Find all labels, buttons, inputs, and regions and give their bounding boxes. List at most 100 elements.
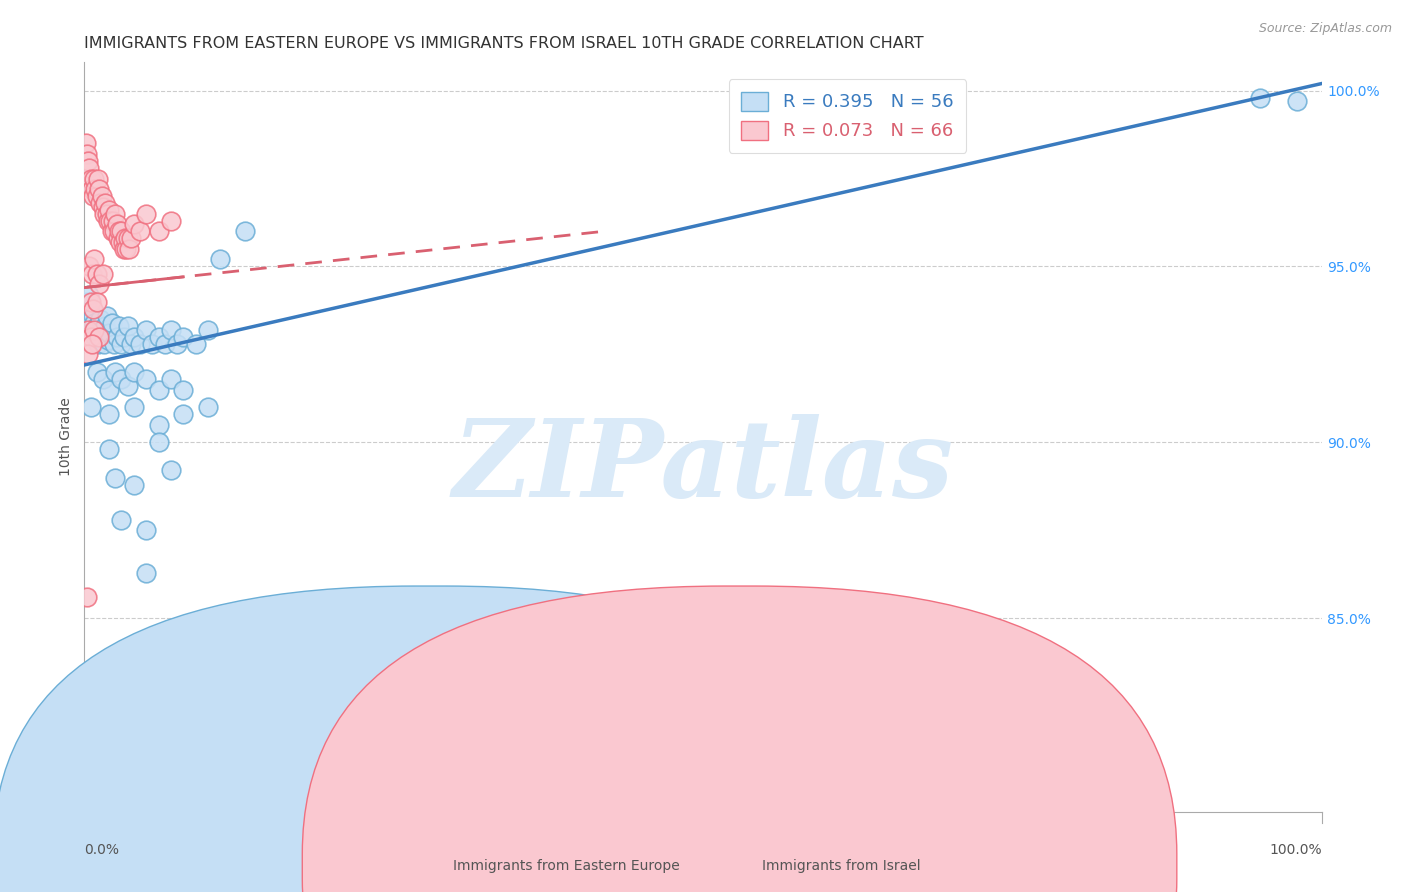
Point [166, 336, 188, 351]
Point [117, 379, 139, 393]
Point [80, 267, 103, 281]
Point [86, 294, 108, 309]
Point [98, 326, 121, 341]
Y-axis label: 10th Grade: 10th Grade [59, 398, 73, 476]
Point [87, 336, 110, 351]
Point [87, 171, 110, 186]
Text: 0.0%: 0.0% [84, 843, 120, 857]
Point [76, 590, 98, 604]
Point [82, 309, 104, 323]
Point [135, 566, 157, 580]
Point [90, 189, 112, 203]
Point [104, 207, 127, 221]
Point [79, 171, 101, 186]
Point [84, 182, 107, 196]
Point [110, 513, 132, 527]
Point [112, 242, 135, 256]
Text: IMMIGRANTS FROM EASTERN EUROPE VS IMMIGRANTS FROM ISRAEL 10TH GRADE CORRELATION : IMMIGRANTS FROM EASTERN EUROPE VS IMMIGR… [84, 36, 924, 51]
Point [1285, 94, 1308, 108]
Text: Source: ZipAtlas.com: Source: ZipAtlas.com [1258, 22, 1392, 36]
Point [77, 347, 100, 361]
Point [89, 326, 111, 341]
Point [160, 323, 183, 337]
Point [93, 336, 115, 351]
Point [103, 336, 125, 351]
Point [172, 407, 194, 421]
Point [129, 336, 152, 351]
Point [83, 316, 105, 330]
Point [233, 224, 256, 238]
Point [184, 336, 207, 351]
Point [209, 252, 232, 267]
Point [117, 319, 139, 334]
Point [98, 653, 121, 667]
Point [98, 383, 121, 397]
Point [84, 330, 107, 344]
Point [107, 231, 129, 245]
Point [89, 182, 111, 196]
Point [86, 319, 108, 334]
Point [110, 752, 132, 766]
Point [101, 213, 124, 227]
Point [118, 242, 141, 256]
Point [110, 235, 132, 249]
Point [79, 330, 101, 344]
Point [141, 336, 163, 351]
Point [75, 745, 97, 759]
Point [79, 294, 101, 309]
Point [122, 477, 145, 491]
Point [172, 383, 194, 397]
Point [93, 207, 115, 221]
Text: Immigrants from Eastern Europe: Immigrants from Eastern Europe [453, 859, 679, 873]
Point [114, 231, 136, 245]
Point [96, 207, 118, 221]
Point [89, 330, 111, 344]
Point [104, 470, 127, 484]
Point [135, 323, 157, 337]
Point [77, 301, 100, 316]
Point [135, 207, 157, 221]
Text: 100.0%: 100.0% [1270, 843, 1322, 857]
Point [89, 312, 111, 326]
Point [122, 400, 145, 414]
Point [100, 316, 122, 330]
Point [108, 224, 131, 238]
Point [80, 336, 103, 351]
Point [94, 196, 117, 211]
Point [79, 161, 101, 175]
Point [80, 323, 103, 337]
Point [148, 383, 170, 397]
Point [89, 277, 111, 291]
Point [83, 171, 105, 186]
Point [110, 372, 132, 386]
Point [105, 330, 128, 344]
Point [112, 330, 135, 344]
Point [91, 267, 114, 281]
Point [100, 224, 122, 238]
Point [79, 312, 101, 326]
Point [160, 213, 183, 227]
Point [110, 336, 132, 351]
Point [77, 323, 100, 337]
Legend: R = 0.395   N = 56, R = 0.073   N = 66: R = 0.395 N = 56, R = 0.073 N = 66 [728, 79, 966, 153]
Point [76, 147, 98, 161]
Point [94, 319, 117, 334]
Point [98, 407, 121, 421]
Point [148, 224, 170, 238]
Point [98, 442, 121, 457]
Point [79, 287, 101, 301]
Point [115, 242, 138, 256]
Point [1249, 90, 1271, 104]
Point [135, 524, 157, 538]
Point [86, 189, 108, 203]
Point [91, 200, 114, 214]
Point [122, 330, 145, 344]
Point [108, 319, 131, 334]
Point [117, 231, 139, 245]
Point [160, 463, 183, 477]
Point [172, 330, 194, 344]
Point [120, 231, 142, 245]
Point [153, 336, 176, 351]
Point [89, 196, 111, 211]
Point [83, 252, 105, 267]
